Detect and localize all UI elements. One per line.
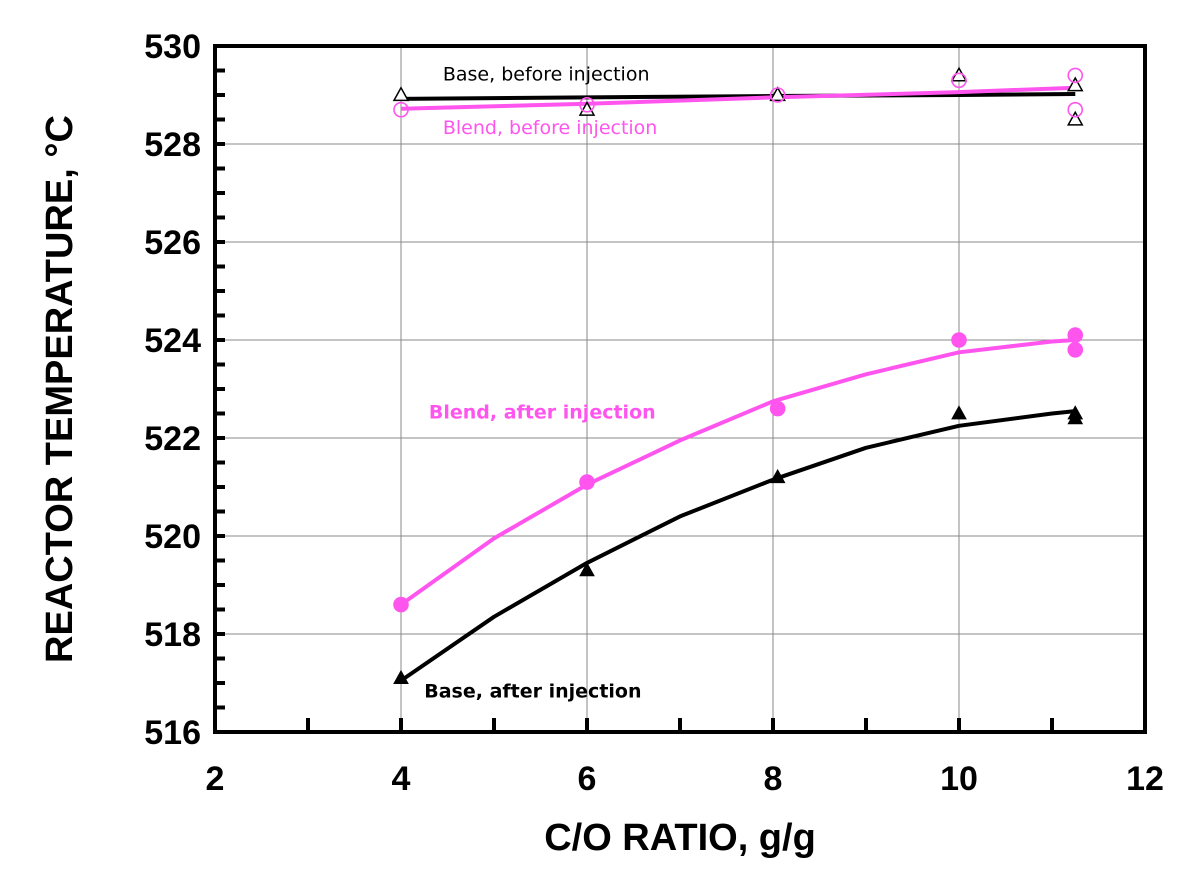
fit-line [399, 409, 1076, 683]
y-tick-label: 522 [144, 420, 201, 458]
data-point [769, 468, 786, 484]
series-label: Base, after injection [424, 681, 641, 703]
fit-lines [399, 85, 1076, 683]
series-label: Blend, after injection [429, 401, 656, 423]
data-points [392, 66, 1084, 684]
data-point [393, 669, 409, 684]
x-tick-label: 10 [940, 760, 978, 798]
x-tick-label: 2 [206, 760, 225, 798]
fit-line [399, 338, 1076, 607]
data-point [769, 87, 786, 103]
data-point [1067, 410, 1084, 425]
plot-area-frame [213, 44, 1147, 734]
x-axis-title: C/O RATIO, g/g [544, 817, 816, 859]
y-tick-label: 526 [144, 224, 201, 262]
series-label: Base, before injection [443, 63, 650, 85]
data-point [1066, 110, 1084, 126]
y-tick-label: 524 [144, 322, 201, 360]
data-point [1067, 101, 1084, 118]
x-tick-label: 12 [1126, 760, 1164, 798]
series-annotations: Base, before injection Blend, before inje… [424, 63, 657, 702]
axis-ticks: 2 4 6 8 10 12 516 518 520 522 524 526 528 530 [144, 28, 1164, 798]
data-point [392, 86, 410, 102]
data-point [579, 562, 595, 577]
data-point [769, 86, 786, 102]
data-point [769, 400, 786, 417]
data-point [393, 101, 409, 118]
x-tick-label: 6 [578, 760, 597, 798]
y-tick-label: 518 [144, 616, 201, 654]
data-point [1067, 67, 1084, 84]
y-tick-label: 530 [144, 28, 201, 66]
grid [215, 46, 1145, 732]
y-axis-title: REACTOR TEMPERATURE, °C [39, 115, 81, 663]
y-tick-label: 520 [144, 518, 201, 556]
data-point [951, 405, 967, 420]
data-point [579, 97, 595, 113]
data-point [578, 100, 596, 116]
y-tick-label: 516 [144, 714, 201, 752]
data-point [393, 596, 409, 613]
x-tick-label: 8 [764, 760, 783, 798]
data-point [579, 474, 595, 490]
data-point [1067, 327, 1084, 343]
data-point [951, 72, 967, 89]
y-tick-label: 528 [144, 126, 201, 164]
x-tick-label: 4 [392, 760, 411, 798]
data-point [1066, 76, 1084, 92]
series-label: Blend, before injection [443, 117, 658, 139]
data-point [1067, 341, 1084, 358]
data-point [951, 332, 967, 348]
